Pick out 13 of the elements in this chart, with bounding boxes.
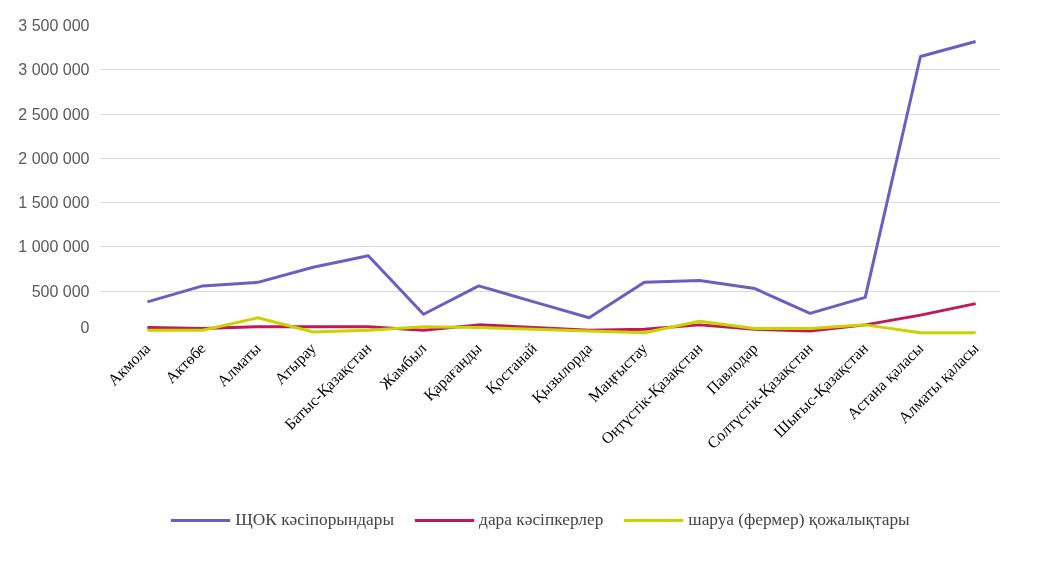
y-tick-label: 2 500 000	[18, 105, 90, 123]
y-tick-label: 3 500 000	[18, 17, 90, 34]
legend-label: шаруа (фермер) қожалықтары	[688, 510, 910, 530]
line-series	[145, 39, 978, 320]
y-tick-label: 0	[80, 318, 90, 336]
legend-label: дара кәсіпкерлер	[479, 510, 604, 530]
legend-label: ЩОК кәсіпорындары	[235, 510, 395, 530]
y-tick-label: 1 500 000	[18, 194, 90, 212]
y-tick-label: 1 000 000	[18, 238, 90, 256]
y-tick-label: 500 000	[31, 282, 90, 300]
line-series	[145, 316, 978, 335]
y-tick-label: 3 000 000	[18, 61, 90, 79]
y-tick-label: 2 000 000	[18, 149, 90, 167]
